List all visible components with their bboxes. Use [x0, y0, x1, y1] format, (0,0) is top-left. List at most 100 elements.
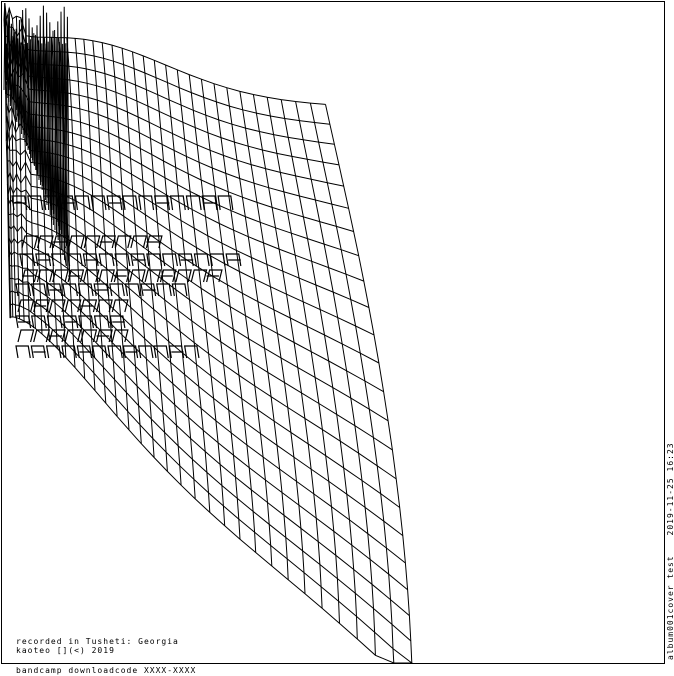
terrain-column-line: [142, 55, 182, 486]
terrain-row-line: [4, 70, 349, 209]
title-glyph-shape: [48, 299, 66, 313]
terrain-column-line: [83, 39, 107, 404]
side-caption: album001cover test 2019-11-25 16:23: [666, 428, 674, 660]
title-glyph-shape: [76, 345, 93, 359]
terrain-row-line: [6, 183, 389, 422]
title-glyph-shape: [156, 283, 172, 297]
title-glyph-shape: [113, 269, 131, 283]
title-glyph-shape: [78, 315, 95, 329]
title-glyph-shape: [90, 195, 107, 211]
title-glyph-shape: [107, 345, 123, 359]
title-glyph-shape: [82, 269, 100, 283]
title-glyph-shape: [168, 345, 185, 359]
title-glyph-shape: [19, 253, 36, 267]
title-glyph-shape: [193, 253, 210, 267]
title-glyph-shape: [15, 283, 32, 297]
title-glyph-shape: [17, 299, 35, 313]
title-glyph-shape: [175, 269, 192, 283]
title-glyph-shape: [98, 269, 115, 283]
terrain-peak-line: [64, 43, 69, 271]
terrain-row-line: [6, 159, 380, 364]
title-glyph-shape: [46, 283, 63, 297]
title-glyph-shape: [33, 329, 51, 343]
title-glyph-shape: [80, 299, 98, 313]
title-glyph-shape: [93, 315, 110, 329]
title-glyph-shape: [122, 345, 139, 359]
title-glyph-shape: [15, 345, 31, 359]
title-glyph-shape: [58, 195, 75, 211]
terrain-column-line: [153, 60, 196, 499]
title-glyph-shape: [52, 269, 69, 283]
title-glyph-shape: [169, 195, 186, 211]
terrain-column-line: [121, 48, 155, 458]
title-glyph-shape: [153, 345, 169, 359]
title-glyph-shape: [144, 269, 162, 283]
terrain-row-line: [7, 236, 404, 536]
title-glyph-shape: [68, 235, 85, 249]
title-glyph-shape: [111, 329, 129, 343]
title-glyph-shape: [30, 283, 47, 297]
terrain-peak-line: [40, 43, 45, 196]
title-glyph-shape: [36, 269, 54, 283]
terrain-peak-line: [65, 16, 70, 276]
album-cover-label: album001cover test: [666, 555, 674, 660]
title-glyph-shape: [106, 195, 123, 211]
title-glyph-shape: [109, 283, 125, 297]
title-glyph-shape: [217, 195, 234, 211]
terrain-column-line: [213, 83, 273, 567]
title-glyph-shape: [225, 253, 242, 267]
title-glyph-shape: [93, 283, 110, 297]
terrain-column-line: [325, 104, 413, 664]
recording-credit: recorded in Tusheti: Georgia: [16, 637, 179, 646]
terrain-column-line: [92, 40, 118, 417]
title-glyph-shape: [95, 299, 113, 313]
title-glyph-shape: [201, 195, 218, 211]
distorted-title-glyphs: [11, 195, 242, 359]
title-glyph-shape: [177, 253, 194, 267]
terrain-column-line: [226, 87, 289, 580]
title-glyph-shape: [35, 253, 52, 267]
terrain-row-line: [8, 277, 410, 616]
terrain-row-line: [6, 170, 384, 393]
terrain-peak-line: [61, 43, 66, 261]
terrain-column-line: [101, 42, 130, 430]
title-glyph-shape: [36, 235, 54, 249]
title-glyph-shape: [114, 235, 132, 249]
terrain-column-line: [239, 91, 306, 594]
title-glyph-shape: [62, 315, 79, 329]
terrain-column-line: [188, 74, 241, 540]
terrain-row-line: [9, 316, 413, 664]
terrain-column-line: [266, 97, 340, 624]
title-glyph-shape: [15, 315, 32, 329]
terrain-column-line: [176, 69, 226, 526]
title-glyph-shape: [209, 253, 226, 267]
title-glyph-shape: [146, 253, 163, 267]
terrain-row-line: [7, 197, 393, 451]
timestamp-label: 2019-11-25 16:23: [666, 442, 674, 536]
terrain-row-line: [8, 250, 406, 564]
title-glyph-shape: [45, 345, 62, 359]
title-glyph-shape: [185, 195, 202, 211]
title-glyph-shape: [48, 329, 66, 343]
terrain-row-line: [3, 2, 326, 105]
title-glyph-shape: [95, 329, 113, 343]
title-glyph-shape: [183, 345, 200, 359]
title-glyph-shape: [31, 315, 47, 329]
title-glyph-shape: [62, 283, 79, 297]
title-glyph-shape: [129, 269, 146, 283]
terrain-column-line: [165, 64, 211, 513]
terrain-column-line: [280, 99, 358, 640]
terrain-column-line: [295, 101, 376, 656]
title-glyph-shape: [190, 269, 208, 283]
title-glyph-shape: [64, 299, 82, 313]
terrain-row-line: [8, 264, 408, 591]
download-code-text: bandcamp downloadcode XXXX-XXXX: [16, 666, 197, 675]
title-glyph-shape: [46, 315, 63, 329]
title-glyph-shape: [77, 283, 94, 297]
title-glyph-shape: [145, 235, 163, 249]
title-glyph-shape: [138, 195, 155, 211]
title-glyph-shape: [124, 283, 141, 297]
title-glyph-shape: [171, 283, 188, 297]
title-glyph-shape: [21, 235, 39, 249]
